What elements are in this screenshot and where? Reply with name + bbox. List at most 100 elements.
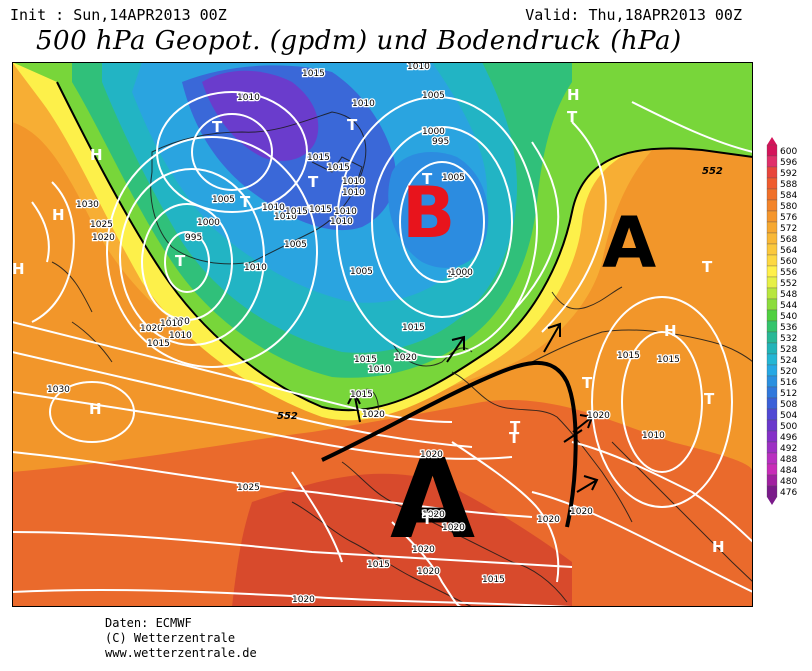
- scale-label: 520: [780, 367, 797, 377]
- scale-swatch: [766, 375, 778, 388]
- scale-label: 528: [780, 345, 797, 355]
- isobar-label: 1015: [147, 339, 170, 349]
- scale-swatch: [766, 364, 778, 377]
- scale-label: 532: [780, 334, 797, 344]
- isobar-label: 1020: [362, 410, 385, 420]
- scale-swatch: [766, 419, 778, 432]
- scale-label: 592: [780, 169, 797, 179]
- scale-swatch: [766, 320, 778, 333]
- geopotential-line-label: 552: [277, 411, 298, 422]
- scale-label: 504: [780, 411, 797, 421]
- scale-label: 564: [780, 246, 797, 256]
- isobar-label: 1010: [368, 365, 391, 375]
- isobar-label: 1010: [352, 99, 375, 109]
- map-title: 500 hPa Geopot. (gpdm) und Bodendruck (h…: [36, 26, 682, 56]
- scale-label: 576: [780, 213, 797, 223]
- scale-swatch: [766, 199, 778, 212]
- scale-label: 500: [780, 422, 797, 432]
- low-pressure-marker: T: [308, 173, 319, 191]
- isobar-label: 1010: [244, 263, 267, 273]
- scale-label: 524: [780, 356, 797, 366]
- scale-label: 516: [780, 378, 797, 388]
- isobar-label: 1000: [422, 127, 445, 137]
- scale-swatch: [766, 210, 778, 223]
- isobar-label: 1020: [420, 450, 443, 460]
- scale-swatch: [766, 254, 778, 267]
- isobar-label: 1020: [442, 523, 465, 533]
- isobar-label: 1015: [482, 575, 505, 585]
- isobar-label: 1020: [412, 545, 435, 555]
- low-pressure-marker: T: [582, 374, 593, 392]
- wind-arrows: [347, 322, 599, 493]
- scale-label: 512: [780, 389, 797, 399]
- scale-swatch: [766, 232, 778, 245]
- isobar-label: 1020: [92, 233, 115, 243]
- isobar-label: 1020: [140, 324, 163, 334]
- scale-label: 588: [780, 180, 797, 190]
- scale-label: 536: [780, 323, 797, 333]
- isobar-label: 1000: [447, 270, 470, 280]
- scale-label: 480: [780, 477, 797, 487]
- isobar-label: 1000: [450, 268, 473, 278]
- scale-swatch: [766, 298, 778, 311]
- isobar-label: 1005: [442, 173, 465, 183]
- scale-label: 508: [780, 400, 797, 410]
- isobar-label: 1010: [169, 331, 192, 341]
- isobar-label: 1010: [274, 212, 297, 222]
- init-time: Init : Sun,14APR2013 00Z: [10, 6, 227, 24]
- scale-label: 584: [780, 191, 797, 201]
- low-pressure-marker: T: [212, 118, 223, 136]
- scale-swatch: [766, 243, 778, 256]
- scale-swatch: [766, 353, 778, 366]
- isobar-label: 1010: [642, 431, 665, 441]
- low-pressure-marker: T: [422, 170, 433, 188]
- isobar-label: 1010: [407, 62, 430, 72]
- scale-label: 560: [780, 257, 797, 267]
- purple-low-core: [202, 70, 319, 161]
- isobar-label: 1005: [422, 91, 445, 101]
- scale-swatch: [766, 155, 778, 168]
- weather-map: B A A 1010101510051010100599510001010101…: [12, 62, 753, 607]
- scale-label: 488: [780, 455, 797, 465]
- scale-swatch: [766, 441, 778, 454]
- isobar-label: 1020: [570, 507, 593, 517]
- scale-label: 596: [780, 158, 797, 168]
- scale-label: 540: [780, 312, 797, 322]
- high-pressure-marker: H: [664, 322, 677, 340]
- isobar-label: 1020: [292, 595, 315, 605]
- low-pressure-marker: T: [567, 108, 578, 126]
- scale-swatch: [766, 276, 778, 289]
- geopotential-line-label: 552: [702, 166, 723, 177]
- isobar-label: 1015: [367, 560, 390, 570]
- low-pressure-marker: T: [347, 116, 358, 134]
- isobar-label: 1010: [237, 93, 260, 103]
- isobar-label: 1015: [354, 355, 377, 365]
- scale-label: 492: [780, 444, 797, 454]
- red-iberia-field: [232, 473, 572, 607]
- isobar-label: 1010: [262, 203, 285, 213]
- scale-swatch: [766, 430, 778, 443]
- scale-swatch: [766, 386, 778, 399]
- isobar-label: 1000: [197, 218, 220, 228]
- scale-swatch: [766, 463, 778, 476]
- scale-label: 496: [780, 433, 797, 443]
- scale-swatch: [766, 188, 778, 201]
- scale-label: 484: [780, 466, 797, 476]
- scale-swatch: [766, 474, 778, 487]
- high-pressure-marker: H: [712, 538, 725, 556]
- isobar-label: 1010: [160, 319, 183, 329]
- scale-label: 572: [780, 224, 797, 234]
- isobar-label: 1010: [342, 177, 365, 187]
- low-pressure-marker: T: [509, 429, 520, 447]
- isobar-label: 1015: [302, 69, 325, 79]
- low-pressure-marker: T: [240, 193, 251, 211]
- line-labels: 552 552: [277, 166, 723, 422]
- isobar-label: 1030: [76, 200, 99, 210]
- isobar-label: 1015: [285, 207, 308, 217]
- isobar-label: 1010: [342, 188, 365, 198]
- scale-swatch: [766, 397, 778, 410]
- color-scale-legend: 6005965925885845805765725685645605565525…: [766, 137, 797, 505]
- isobar-label: 1025: [90, 220, 113, 230]
- scale-label: 544: [780, 301, 797, 311]
